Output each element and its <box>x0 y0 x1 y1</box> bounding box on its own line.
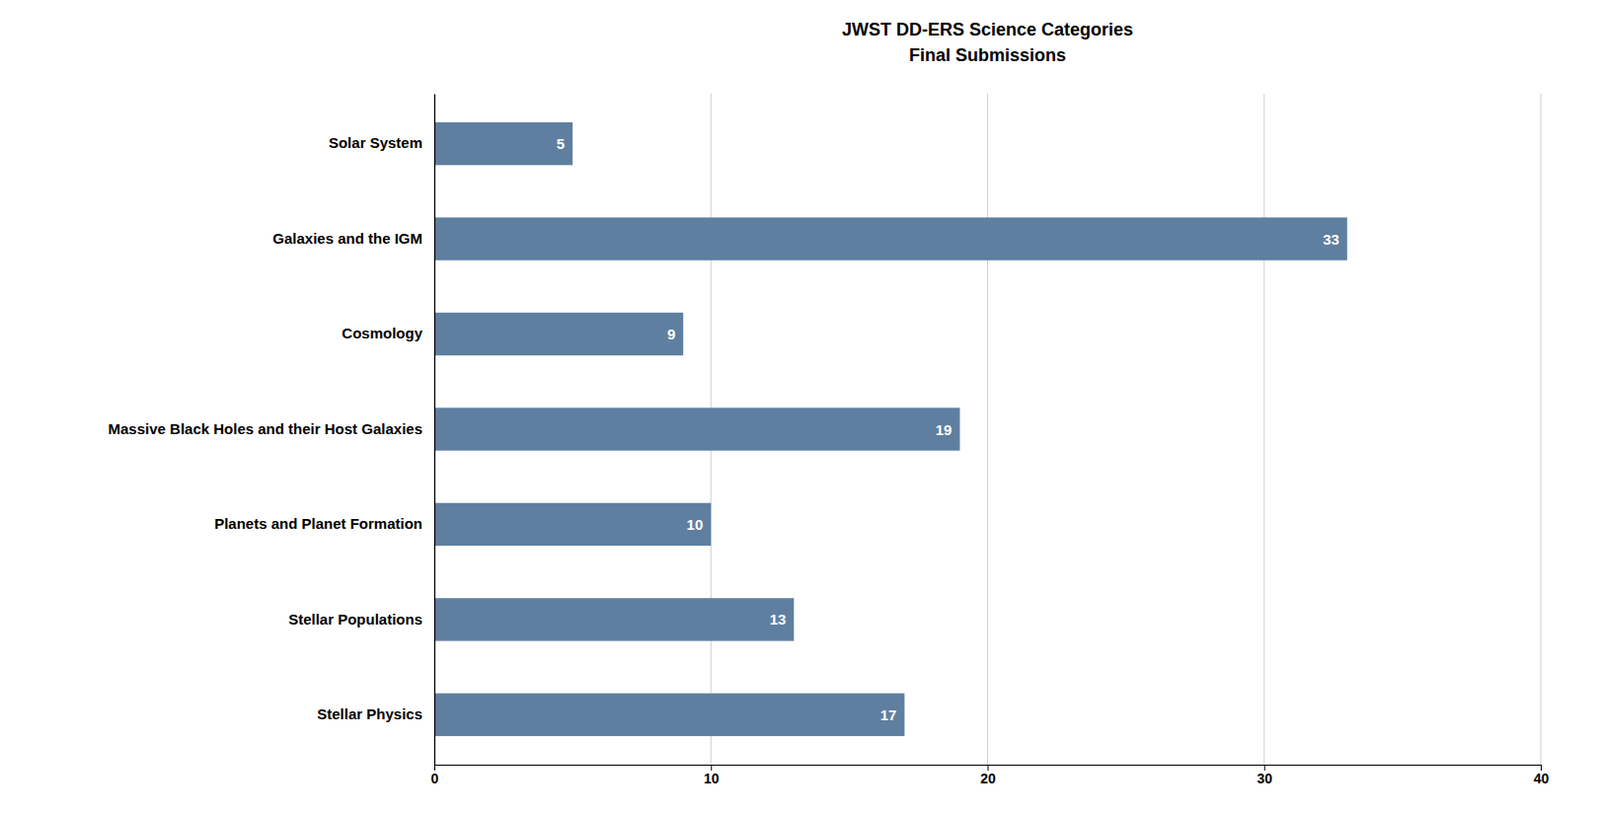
category-tick: Stellar Physics <box>316 705 423 723</box>
tick-label: 40 <box>1533 770 1550 787</box>
category-tick: Galaxies and the IGM <box>272 229 423 247</box>
tick: 40 <box>1533 764 1550 787</box>
bar <box>434 122 573 165</box>
data-label: 13 <box>769 610 787 628</box>
category-label: Massive Black Holes and their Host Galax… <box>108 420 423 438</box>
x-axis: 0 10 20 30 40 <box>431 764 1550 787</box>
category-tick: Solar System <box>328 134 423 152</box>
category-label: Planets and Planet Formation <box>214 515 423 533</box>
tick: 10 <box>703 764 720 787</box>
data-labels: 5 33 9 19 10 13 17 <box>556 135 1340 724</box>
grid <box>434 93 1541 765</box>
tick-label: 20 <box>980 770 996 787</box>
category-label: Cosmology <box>341 324 423 342</box>
bar <box>434 407 960 451</box>
category-label: Galaxies and the IGM <box>272 229 423 247</box>
category-label: Solar System <box>328 134 423 152</box>
category-tick: Massive Black Holes and their Host Galax… <box>108 420 423 438</box>
data-label: 10 <box>686 516 704 534</box>
title: JWST DD-ERS Science Categories <box>841 19 1134 40</box>
category-tick: Stellar Populations <box>288 610 423 628</box>
bars <box>434 122 1348 737</box>
category-label: Stellar Physics <box>316 705 423 723</box>
bar <box>434 217 1348 260</box>
data-label: 17 <box>880 706 898 724</box>
data-label: 5 <box>556 135 565 153</box>
bar <box>434 598 794 641</box>
bar <box>434 312 684 356</box>
tick: 20 <box>980 764 996 787</box>
data-label: 9 <box>667 325 676 343</box>
subtitle: Final Submissions <box>909 45 1067 66</box>
grid-line <box>987 93 989 765</box>
y-axis: Solar System Galaxies and the IGM Cosmolog… <box>108 94 436 766</box>
chart: 0 10 20 30 40 Solar System Galaxies and the IG… <box>0 0 1600 814</box>
grid-line <box>1263 93 1265 765</box>
grid-line <box>434 93 436 765</box>
tick: 30 <box>1256 764 1273 787</box>
tick-label: 0 <box>431 770 440 787</box>
bar <box>434 503 711 546</box>
tick-label: 10 <box>703 770 720 787</box>
axis-line <box>434 94 436 766</box>
category-label: Stellar Populations <box>288 610 423 628</box>
tick-label: 30 <box>1256 770 1273 787</box>
category-tick: Cosmology <box>341 324 423 342</box>
tick: 0 <box>431 764 440 787</box>
data-label: 19 <box>935 421 953 439</box>
category-tick: Planets and Planet Formation <box>214 515 423 533</box>
grid-line <box>1540 93 1542 765</box>
plot: 0 10 20 30 40 Solar System Galaxies and the IG… <box>108 93 1550 787</box>
data-label: 33 <box>1322 230 1340 248</box>
bar <box>434 693 905 737</box>
